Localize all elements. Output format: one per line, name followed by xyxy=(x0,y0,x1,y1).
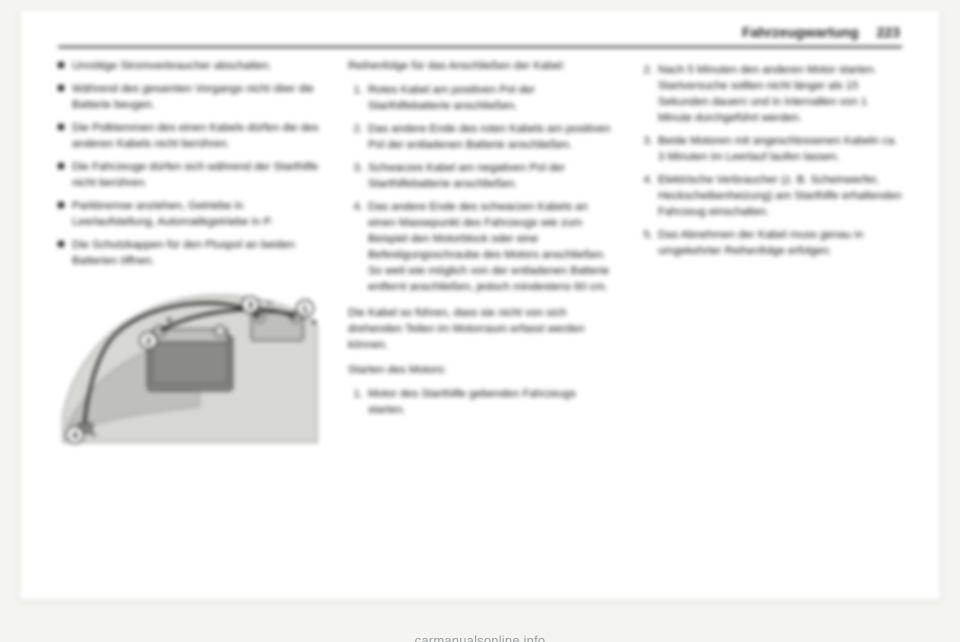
fig-label-2: 2 xyxy=(146,337,152,348)
fig-label-4: 4 xyxy=(72,431,78,442)
watermark-text: carmanualsonline.info xyxy=(0,633,960,642)
minus-icon: − xyxy=(91,431,97,442)
column-3: Nach 5 Minuten den anderen Motor starten… xyxy=(638,58,902,454)
list-item: Das Abnehmen der Kabel muss genau in umg… xyxy=(656,227,902,259)
list-item: Die Fahrzeuge dürfen sich während der St… xyxy=(58,159,322,191)
page-header: Fahrzeugwartung 223 xyxy=(20,10,940,46)
list-item: Das andere Ende des roten Kabels am posi… xyxy=(366,121,612,153)
list-item: Unnötige Stromverbraucher abschalten. xyxy=(58,58,322,74)
list-item: Motor des Starthilfe gebenden Fahrzeugs … xyxy=(366,386,612,418)
fig-label-3: 3 xyxy=(247,301,253,312)
page-number: 223 xyxy=(877,24,900,40)
list-item: Parkbremse anziehen, Getriebe in Leerlau… xyxy=(58,198,322,230)
minus-icon: − xyxy=(266,299,272,310)
start-steps-part1: Motor des Starthilfe gebenden Fahrzeugs … xyxy=(348,386,612,418)
column-2: Reihenfolge für das Anschließen der Kabe… xyxy=(348,58,612,454)
plus-icon: + xyxy=(311,318,317,329)
content-columns: Unnötige Stromverbraucher abschalten. Wä… xyxy=(20,58,940,474)
connect-steps: Rotes Kabel am positiven Pol der Starthi… xyxy=(348,82,612,295)
list-item: Das andere Ende des schwarzen Kabels an … xyxy=(366,199,612,295)
cable-routing-note: Die Kabel so führen, dass sie nicht von … xyxy=(348,305,612,353)
manual-page: Fahrzeugwartung 223 Unnötige Stromverbra… xyxy=(20,10,940,600)
header-rule xyxy=(58,46,902,48)
list-item: Während des gesamten Vorgangs nicht über… xyxy=(58,81,322,113)
start-engine-heading: Starten des Motors: xyxy=(348,362,612,378)
list-item: Nach 5 Minuten den anderen Motor starten… xyxy=(656,62,902,126)
fig-label-1: 1 xyxy=(302,305,308,316)
precaution-list: Unnötige Stromverbraucher abschalten. Wä… xyxy=(58,58,322,269)
list-item: Elektrische Verbraucher (z. B. Scheinwer… xyxy=(656,172,902,220)
list-item: Beide Motoren mit angeschlossenen Kabeln… xyxy=(656,133,902,165)
column-1: Unnötige Stromverbraucher abschalten. Wä… xyxy=(58,58,322,454)
list-item: Die Polklemmen des einen Kabels dürfen d… xyxy=(58,120,322,152)
jumpstart-figure: 1 + 2 + 3 − 4 − xyxy=(58,279,322,454)
start-steps-part2: Nach 5 Minuten den anderen Motor starten… xyxy=(638,62,902,259)
battery-diagram-svg: 1 + 2 + 3 − 4 − xyxy=(58,279,322,454)
list-item: Rotes Kabel am positiven Pol der Starthi… xyxy=(366,82,612,114)
plus-icon: + xyxy=(166,316,172,327)
list-item: Die Schutzkappen für den Pluspol an beid… xyxy=(58,237,322,269)
connect-order-intro: Reihenfolge für das Anschließen der Kabe… xyxy=(348,58,612,74)
chapter-title: Fahrzeugwartung xyxy=(742,24,859,40)
list-item: Schwarzes Kabel am negativen Pol der Sta… xyxy=(366,160,612,192)
